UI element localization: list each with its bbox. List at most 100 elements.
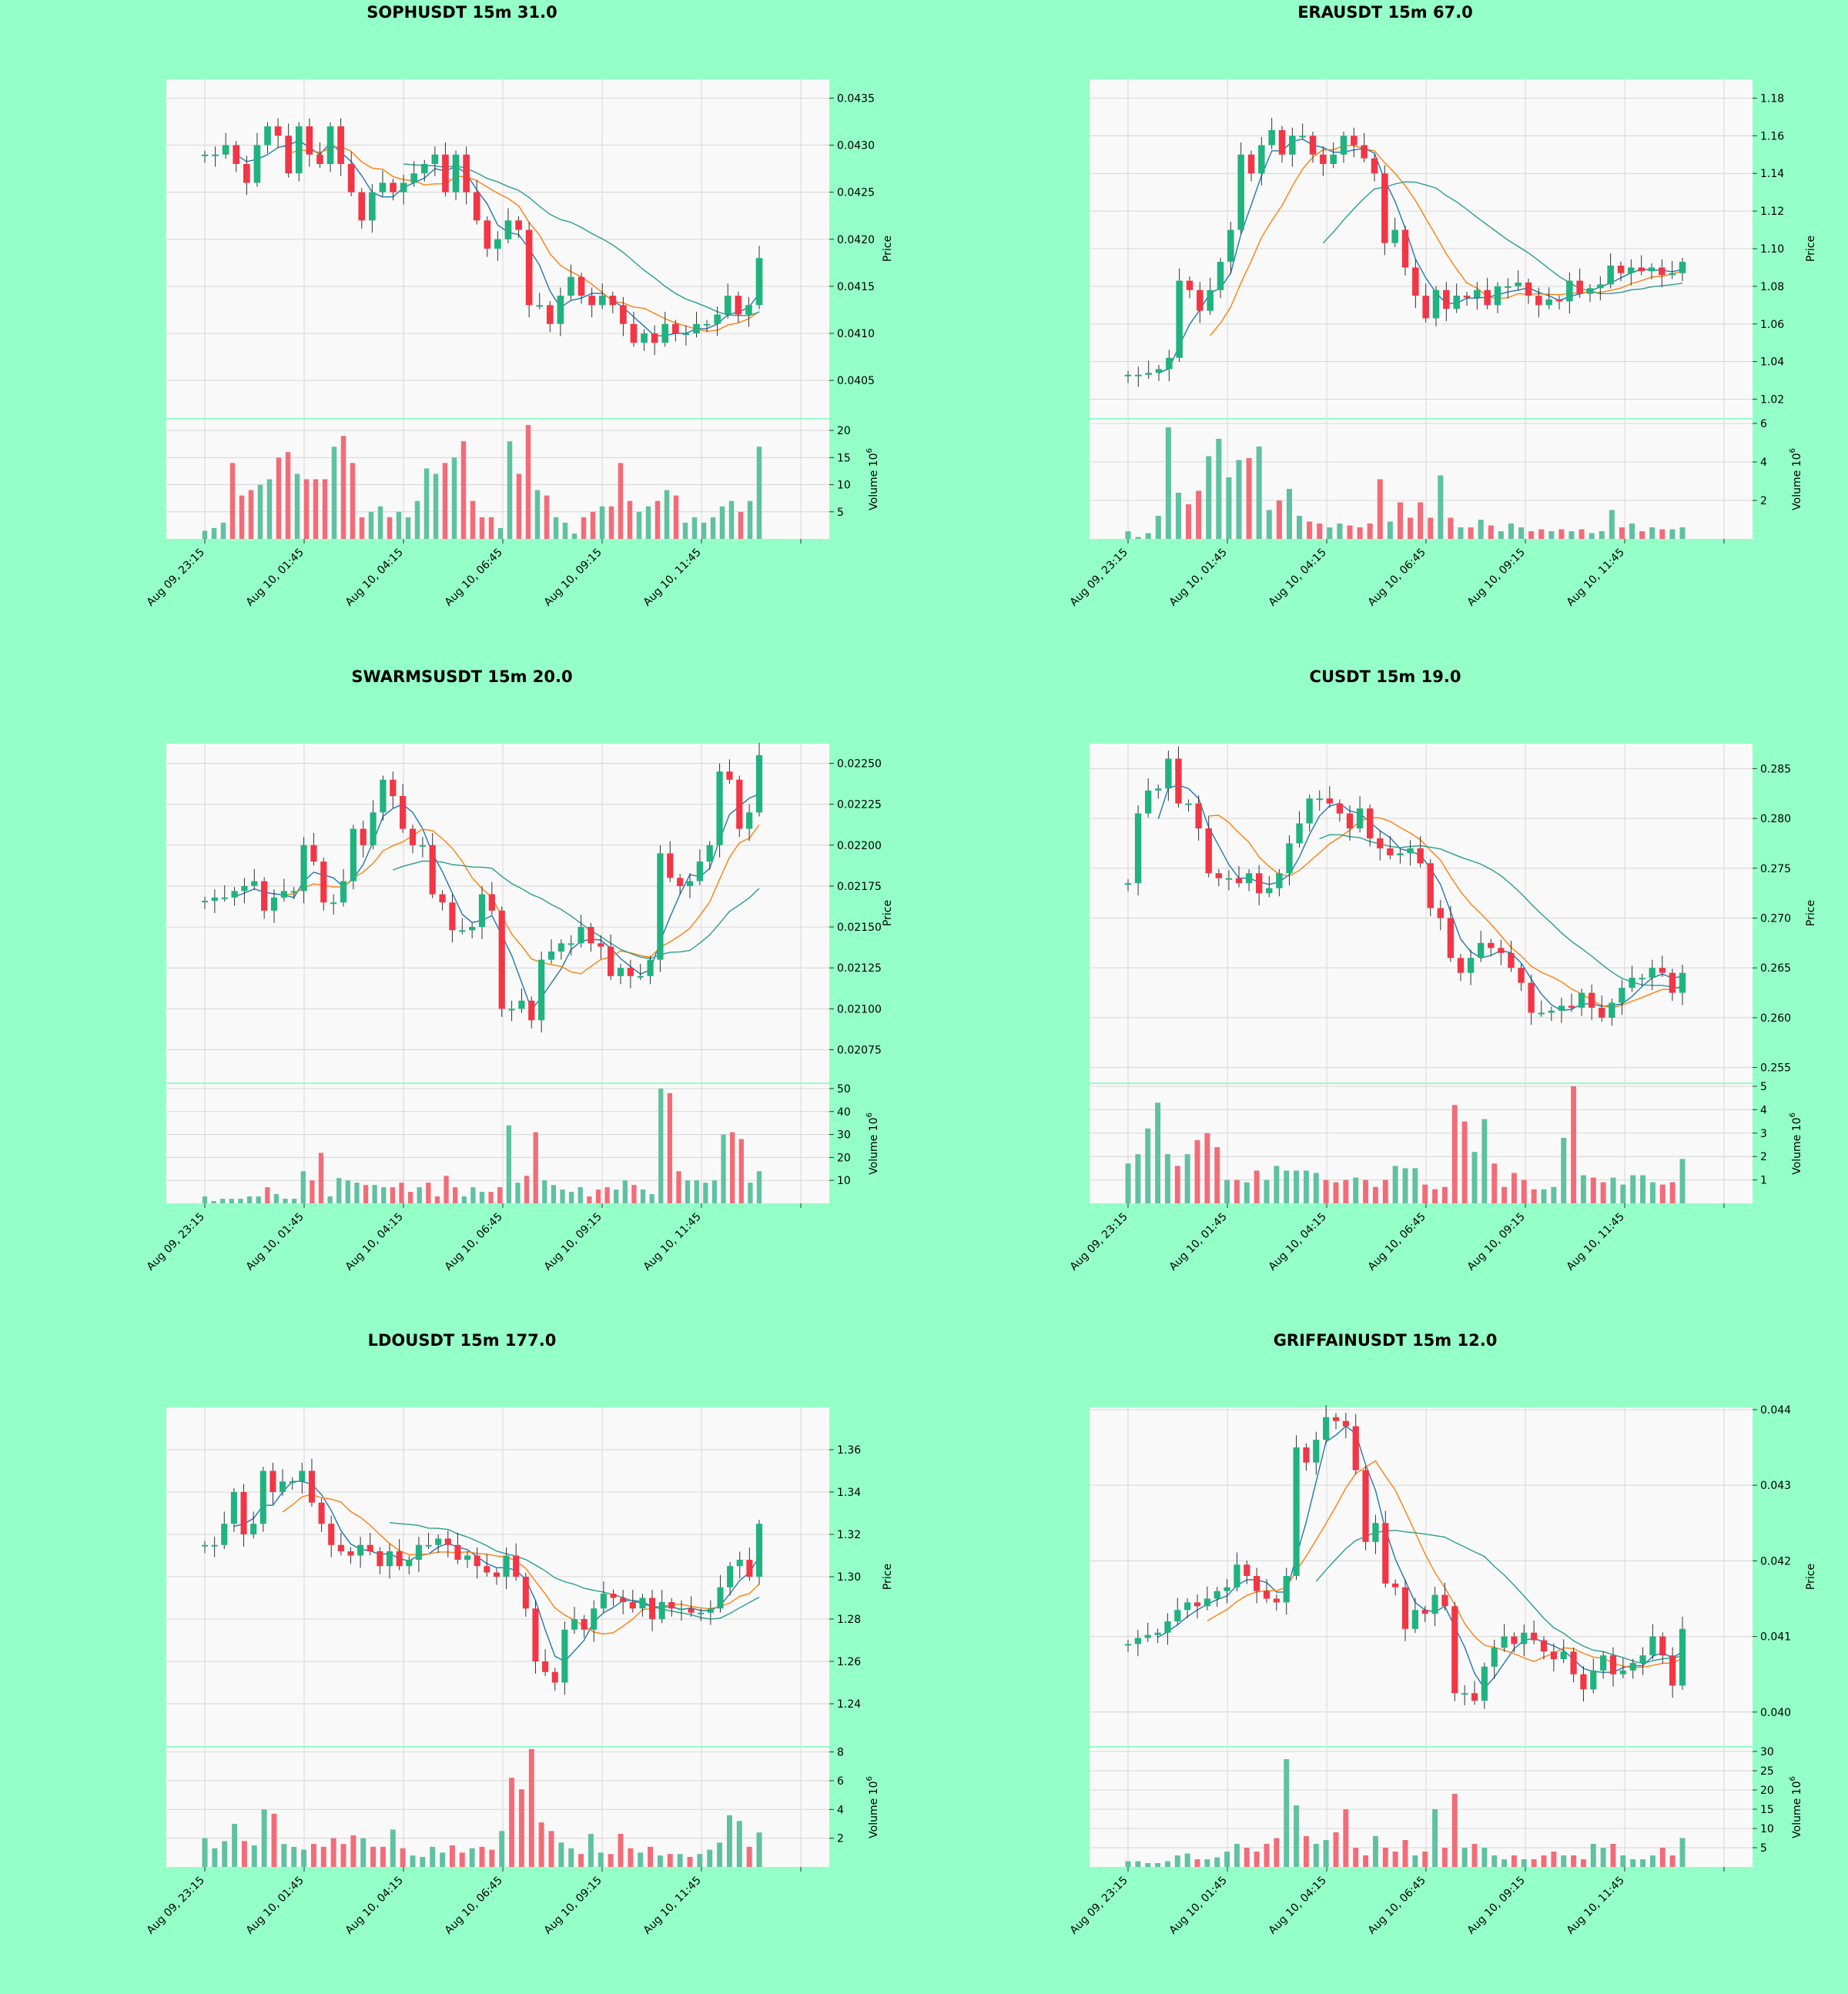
price-tick-label: 0.02075 — [837, 1044, 882, 1056]
volume-bar — [710, 517, 716, 539]
candle-body — [610, 1594, 617, 1598]
price-axis-label: Price — [882, 1564, 894, 1590]
chart-title: CUSDT 15m 19.0 — [1310, 667, 1461, 686]
volume-bar — [1184, 1853, 1190, 1867]
volume-bar — [636, 511, 642, 539]
candle-body — [1340, 135, 1348, 155]
candle-body — [290, 891, 297, 893]
volume-bar — [738, 1139, 744, 1203]
volume-bar — [1590, 1844, 1596, 1867]
price-tick-label: 1.28 — [837, 1614, 861, 1626]
volume-bar — [497, 527, 504, 539]
candle-body — [347, 1551, 354, 1556]
candle-body — [1204, 1598, 1210, 1607]
candle-body — [600, 1594, 607, 1609]
volume-bar — [434, 1196, 440, 1203]
volume-bar — [590, 511, 596, 539]
x-tick-label: Aug 10, 06:45 — [1366, 1211, 1428, 1273]
volume-bar — [551, 1185, 557, 1203]
volume-tick-label: 30 — [837, 1129, 851, 1142]
candle-body — [1361, 145, 1368, 159]
volume-tick-label: 40 — [837, 1106, 851, 1119]
volume-bar — [1164, 1861, 1170, 1867]
candle-body — [1175, 758, 1182, 804]
volume-bar — [1679, 1159, 1686, 1203]
x-tick-label: Aug 10, 11:45 — [641, 1211, 704, 1273]
volume-bar — [1541, 1189, 1547, 1203]
candle-body — [1505, 286, 1512, 288]
volume-bar — [628, 1848, 634, 1867]
volume-bar — [1155, 1863, 1161, 1867]
volume-bar — [273, 1194, 280, 1203]
volume-bar — [426, 1183, 431, 1203]
candle-body — [1254, 1576, 1260, 1591]
candle-body — [1457, 958, 1465, 973]
volume-bar — [1337, 524, 1343, 539]
candle-body — [431, 154, 439, 164]
candle-body — [736, 1560, 743, 1567]
volume-bar — [336, 1178, 342, 1203]
volume-bar — [1286, 489, 1292, 539]
volume-bar — [1451, 1105, 1458, 1203]
volume-bar — [318, 1153, 324, 1203]
candle-body — [1332, 1417, 1340, 1421]
candle-body — [641, 333, 648, 343]
candle-body — [1144, 1634, 1151, 1638]
price-tick-label: 1.08 — [1760, 281, 1784, 293]
volume-bar — [1125, 531, 1131, 539]
candle-body — [707, 1608, 714, 1613]
volume-bar — [246, 1196, 253, 1203]
volume-bar — [1521, 1179, 1527, 1203]
x-tick-label: Aug 09, 23:15 — [1068, 1875, 1130, 1937]
candle-body — [444, 1538, 451, 1545]
x-tick-label: Aug 10, 01:45 — [244, 1875, 306, 1937]
candle-body — [1617, 266, 1625, 273]
candle-body — [1417, 848, 1424, 864]
volume-bar — [1387, 521, 1393, 539]
volume-bar — [645, 506, 651, 539]
volume-bar — [291, 1199, 297, 1203]
volume-bar — [525, 425, 531, 539]
volume-bar — [488, 517, 494, 539]
volume-bar — [359, 517, 365, 539]
volume-tick-label: 3 — [1760, 1128, 1767, 1140]
volume-bar — [294, 473, 300, 539]
candle-body — [1401, 1587, 1409, 1629]
volume-bar — [524, 1176, 530, 1203]
candle-body — [1463, 296, 1471, 298]
candle-body — [211, 1544, 218, 1547]
candle-body — [504, 220, 512, 239]
price-pane — [1090, 1407, 1753, 1746]
candle-body — [1491, 1648, 1498, 1667]
volume-bar — [1451, 1794, 1458, 1867]
volume-bar — [654, 500, 661, 539]
volume-axis-label: Volume 106 — [1789, 1776, 1803, 1838]
candle-body — [493, 1572, 500, 1577]
candle-body — [274, 126, 282, 136]
volume-bar — [1135, 537, 1141, 539]
volume-bar — [548, 1831, 554, 1867]
candle-body — [1538, 1012, 1545, 1015]
price-tick-label: 1.04 — [1760, 356, 1784, 369]
volume-bar — [1323, 1179, 1329, 1203]
volume-bar — [1175, 493, 1181, 539]
volume-bar — [469, 1848, 475, 1867]
volume-bar — [1491, 1855, 1498, 1867]
volume-bar — [440, 1852, 446, 1867]
candle-body — [328, 1524, 335, 1545]
volume-bar — [1284, 1170, 1290, 1203]
candle-body — [1382, 1523, 1389, 1584]
candle-body — [415, 1544, 422, 1560]
volume-bar — [1502, 1186, 1508, 1203]
volume-axis-label: Volume 106 — [865, 1112, 880, 1175]
price-tick-label: 0.0420 — [837, 234, 875, 246]
x-tick-label: Aug 10, 09:15 — [1465, 1211, 1528, 1273]
price-tick-label: 0.0415 — [837, 281, 875, 293]
volume-bar — [310, 1844, 316, 1867]
candle-body — [498, 910, 505, 1009]
volume-bar — [1284, 1759, 1290, 1867]
price-pane — [1090, 744, 1753, 1082]
candle-body — [1586, 288, 1594, 294]
volume-tick-label: 20 — [1760, 1785, 1774, 1797]
